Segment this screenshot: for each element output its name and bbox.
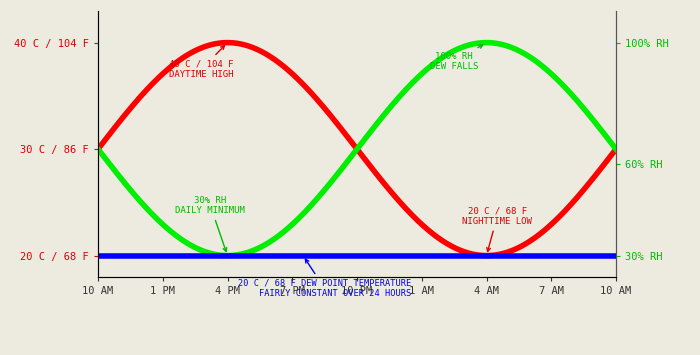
Text: 30% RH
DAILY MINIMUM: 30% RH DAILY MINIMUM xyxy=(175,196,245,251)
Text: 20 C / 68 F DEW POINT TEMPERATURE
    FAIRLY CONSTANT OVER 24 HOURS: 20 C / 68 F DEW POINT TEMPERATURE FAIRLY… xyxy=(238,259,412,298)
Text: 20 C / 68 F
NIGHTTIME LOW: 20 C / 68 F NIGHTTIME LOW xyxy=(463,206,532,251)
Text: 40 C / 104 F
DAYTIME HIGH: 40 C / 104 F DAYTIME HIGH xyxy=(169,46,234,79)
Text: 100% RH
DEW FALLS: 100% RH DEW FALLS xyxy=(430,45,483,71)
